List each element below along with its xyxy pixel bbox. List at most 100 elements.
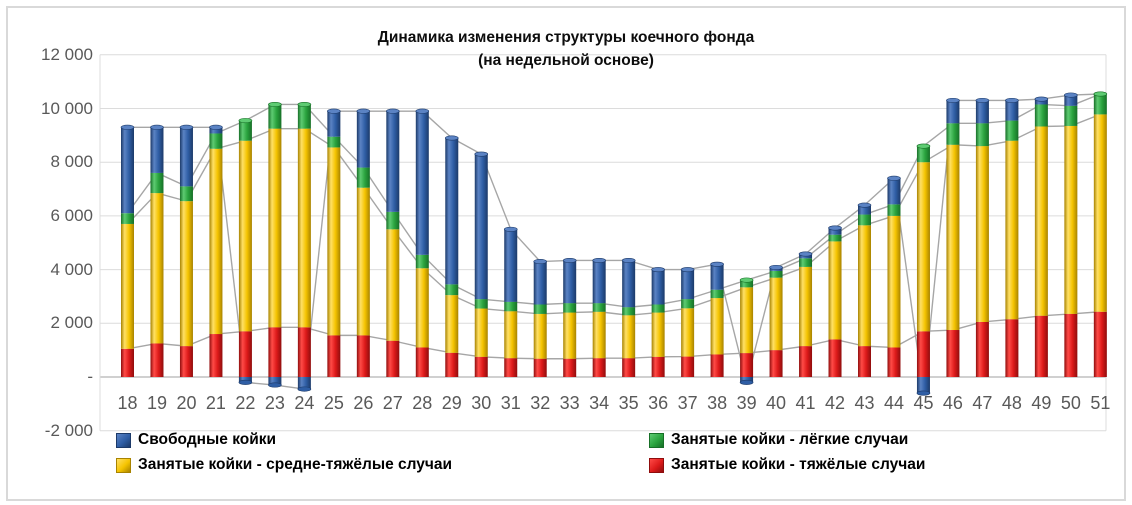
bar-week-37: [680, 267, 695, 377]
bar-week-41: [798, 251, 813, 377]
bar-segment-moderate: [297, 128, 311, 328]
bar-top-cap: [386, 108, 400, 114]
x-tick-label: 41: [795, 393, 816, 413]
y-tick-label: 8 000: [50, 152, 93, 172]
x-tick-label: 43: [854, 393, 875, 413]
bar-week-44: [887, 175, 901, 377]
bar-segment-mild: [238, 120, 252, 141]
bar-bottom-cap: [739, 379, 754, 385]
bar-top-cap: [592, 257, 606, 263]
bar-top-cap: [680, 267, 695, 273]
legend-label: Занятые койки - средне-тяжёлые случаи: [138, 456, 453, 473]
bar-week-20: [179, 124, 194, 377]
x-tick-label: 24: [294, 393, 315, 413]
bar-segment-severe: [681, 356, 695, 377]
bar-week-42: [828, 225, 842, 377]
bar-top-cap: [621, 257, 636, 263]
bar-segment-severe: [769, 350, 783, 377]
legend-swatch-mild-icon: [649, 432, 664, 448]
bar-week-19: [150, 124, 164, 377]
bar-segment-moderate: [179, 201, 193, 347]
x-tick-label: 35: [618, 393, 639, 413]
bar-top-cap: [533, 259, 548, 265]
bar-segment-mild: [946, 123, 960, 145]
bar-segment-severe: [592, 358, 606, 377]
x-tick-label: 49: [1031, 393, 1052, 413]
bar-segment-severe: [179, 346, 193, 377]
bar-segment-moderate: [740, 287, 754, 354]
bar-segment-mild: [916, 146, 930, 163]
bar-top-cap: [179, 124, 194, 130]
chart-title-line1: Динамика изменения структуры коечного фо…: [377, 29, 755, 46]
bar-top-cap: [975, 97, 990, 103]
bar-week-48: [1005, 97, 1019, 377]
legend-swatch-free-icon: [116, 432, 131, 448]
bar-week-28: [415, 108, 430, 377]
bar-week-51: [1093, 91, 1108, 377]
bar-segment-moderate: [415, 268, 429, 348]
bar-segment-mild: [769, 270, 783, 278]
x-tick-label: 45: [913, 393, 934, 413]
bar-segment-mild: [622, 307, 636, 316]
bar-segment-free: [445, 138, 459, 285]
x-tick-label: 51: [1090, 393, 1111, 413]
bar-segment-moderate: [533, 313, 547, 359]
bar-segment-mild: [975, 123, 989, 147]
x-tick-label: 25: [323, 393, 344, 413]
bar-segment-free-negative: [268, 377, 282, 386]
bar-segment-moderate: [946, 144, 960, 331]
legend-swatch-severe-icon: [649, 457, 664, 473]
y-tick-label: 6 000: [50, 205, 93, 225]
bar-segment-severe: [858, 346, 871, 377]
bar-top-cap: [120, 124, 135, 130]
bar-week-24: [297, 101, 312, 392]
bar-top-cap: [1034, 96, 1049, 102]
bar-segment-mild: [297, 104, 311, 129]
bar-segment-severe: [386, 340, 400, 377]
bar-bottom-cap: [916, 390, 931, 396]
bar-week-29: [444, 135, 459, 377]
bar-segment-moderate: [592, 311, 606, 359]
bar-segment-mild: [828, 234, 842, 242]
bar-bottom-cap: [297, 386, 312, 392]
bar-segment-free: [209, 127, 223, 134]
bar-segment-moderate: [238, 140, 252, 332]
x-tick-label: 32: [530, 393, 551, 413]
bar-week-21: [209, 124, 223, 377]
y-tick-label: 10 000: [41, 98, 93, 118]
bar-segment-moderate: [327, 147, 341, 336]
x-tick-label: 42: [825, 393, 846, 413]
legend-item-moderate: Занятые койки - средне-тяжёлые случаи: [116, 456, 452, 474]
x-tick-label: 30: [471, 393, 492, 413]
bar-top-cap: [562, 257, 577, 263]
bar-segment-moderate: [474, 308, 488, 357]
legend-item-free: Свободные койки: [116, 431, 276, 449]
bar-top-cap: [444, 135, 459, 141]
bar-segment-severe: [1005, 319, 1019, 377]
bar-segment-mild: [887, 204, 901, 216]
bar-segment-moderate: [975, 146, 989, 322]
bar-segment-severe: [209, 334, 223, 377]
x-tick-label: 31: [500, 393, 521, 413]
legend-swatch-moderate-icon: [116, 457, 131, 473]
x-tick-label: 27: [382, 393, 403, 413]
bar-segment-free: [828, 227, 842, 235]
bar-segment-free: [651, 269, 665, 305]
x-tick-label: 50: [1060, 393, 1081, 413]
legend-item-mild: Занятые койки - лёгкие случаи: [649, 431, 908, 449]
legend-label: Свободные койки: [138, 431, 277, 448]
bar-segment-moderate: [504, 311, 518, 359]
bar-segment-moderate: [1005, 140, 1019, 320]
bar-top-cap: [739, 277, 754, 283]
bar-segment-free: [592, 260, 606, 304]
bar-segment-mild: [327, 136, 341, 148]
bar-segment-moderate: [828, 241, 842, 340]
bar-top-cap: [857, 202, 872, 208]
x-tick-label: 40: [766, 393, 787, 413]
x-tick-label: 44: [883, 393, 904, 413]
x-tick-label: 36: [648, 393, 669, 413]
bar-week-45: [916, 143, 931, 396]
bar-segment-moderate: [799, 266, 813, 347]
bar-segment-moderate: [386, 229, 400, 341]
y-tick-label: 12 000: [41, 44, 93, 64]
